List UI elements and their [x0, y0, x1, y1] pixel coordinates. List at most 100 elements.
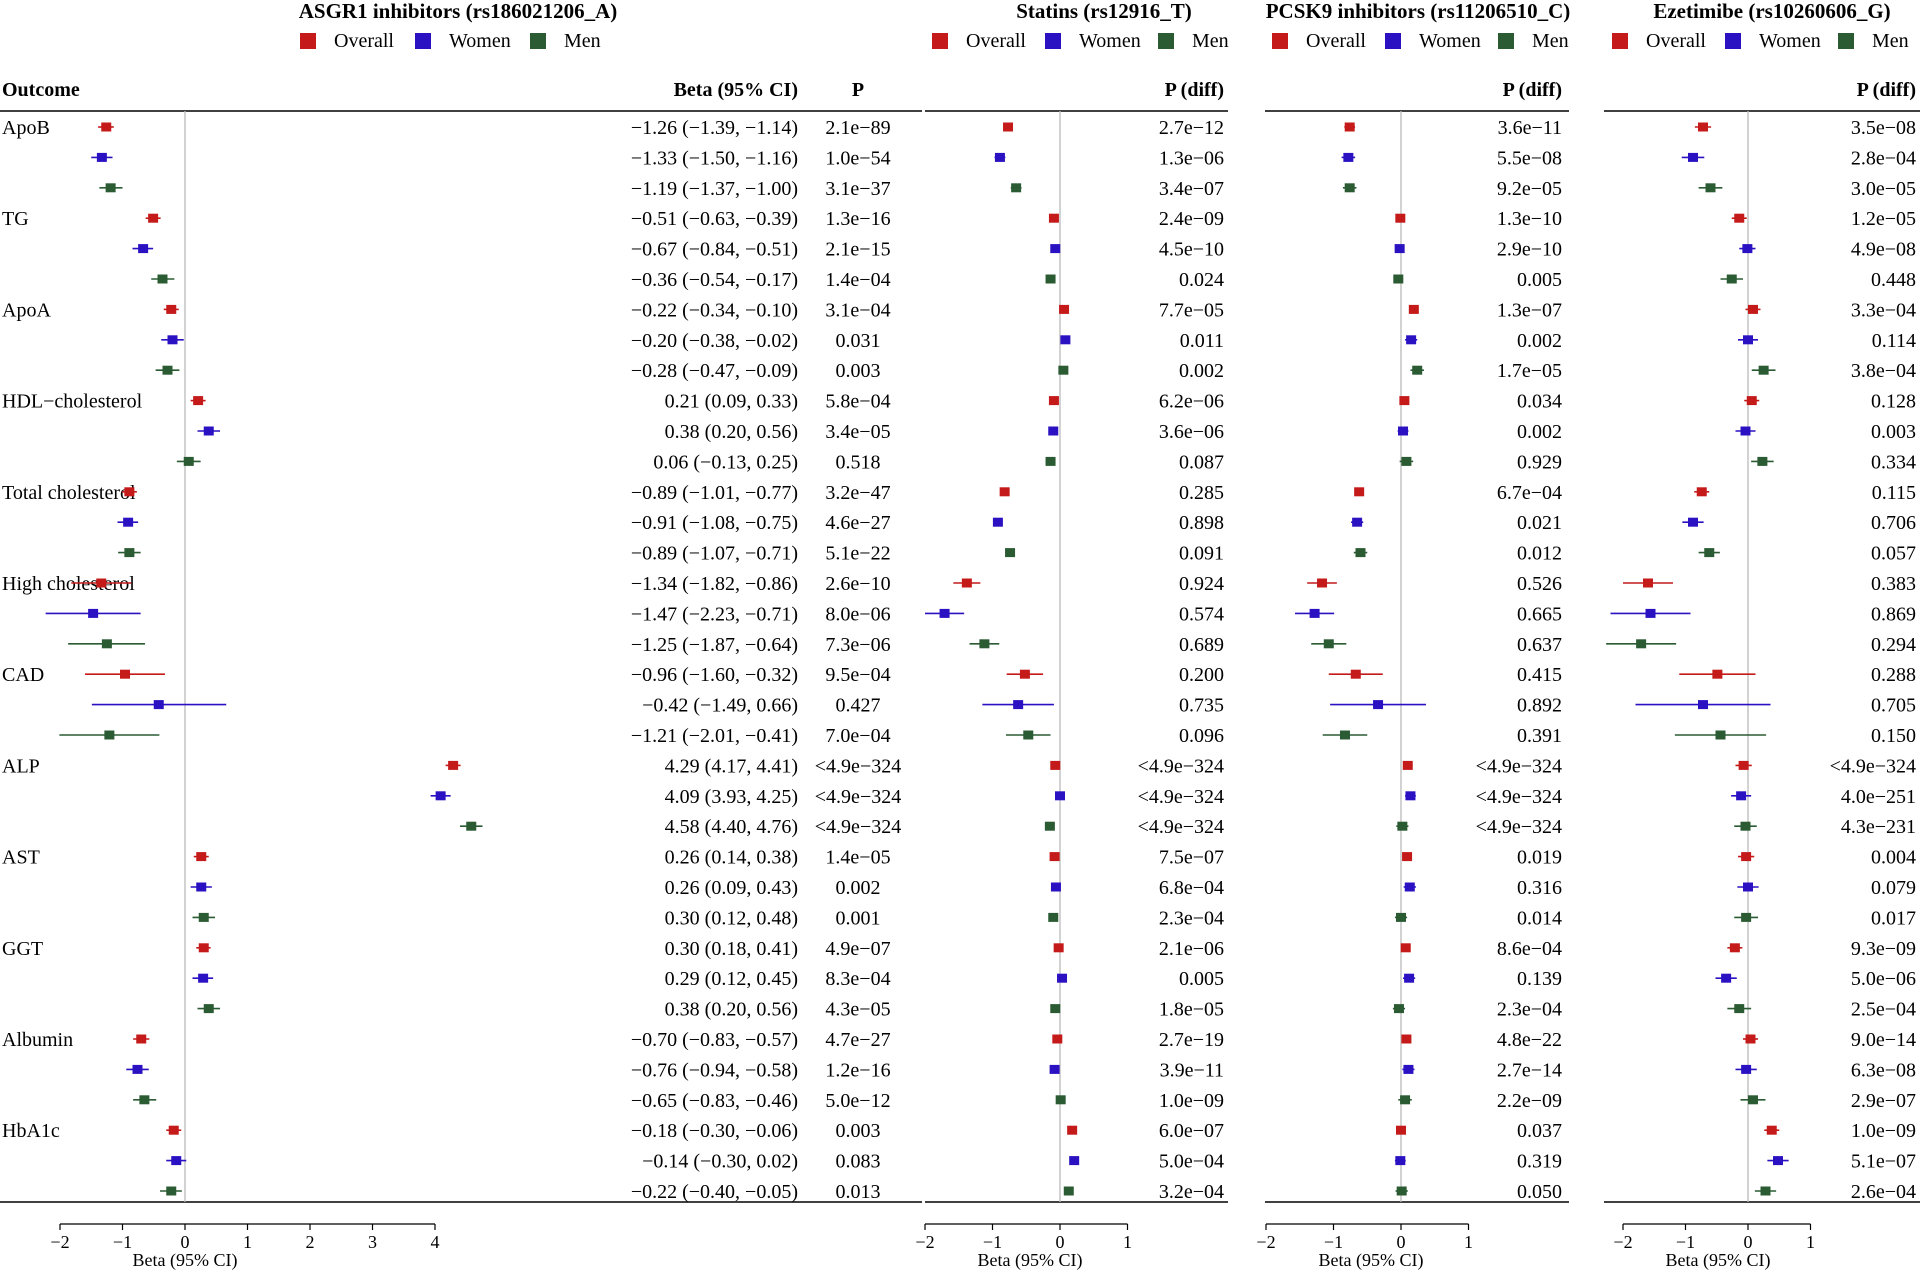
point-estimate — [1309, 608, 1320, 618]
column-header-beta: Beta (95% CI) — [674, 79, 798, 101]
column-header-p-diff: P (diff) — [1165, 79, 1224, 101]
point-estimate — [1048, 912, 1059, 922]
point-estimate — [1395, 213, 1406, 223]
column-header-p-diff: P (diff) — [1503, 79, 1562, 101]
p-diff-value: 0.114 — [1872, 330, 1916, 352]
point-estimate — [1057, 973, 1068, 983]
p-diff-value: 3.4e−07 — [1159, 178, 1224, 200]
x-tick-label: −1 — [1324, 1232, 1343, 1252]
p-diff-value: 0.128 — [1871, 391, 1916, 413]
outcome-label: Albumin — [2, 1029, 73, 1051]
point-estimate — [1760, 1186, 1771, 1196]
legend-swatch-women — [1385, 33, 1401, 49]
x-tick-label: −2 — [915, 1232, 934, 1252]
beta-ci-value: −1.34 (−1.82, −0.86) — [631, 573, 798, 595]
point-estimate — [120, 669, 130, 679]
point-estimate — [435, 791, 446, 801]
p-value: <4.9e−324 — [815, 786, 901, 808]
point-estimate — [1317, 578, 1328, 588]
point-estimate — [1736, 791, 1747, 801]
point-estimate — [1734, 1004, 1745, 1014]
point-estimate — [1399, 396, 1410, 406]
p-diff-value: 0.024 — [1179, 269, 1224, 291]
point-estimate — [1048, 426, 1059, 436]
p-diff-value: 0.705 — [1871, 695, 1916, 717]
point-estimate — [104, 730, 115, 740]
p-diff-value: 0.637 — [1517, 634, 1562, 656]
point-estimate — [1400, 1095, 1411, 1105]
p-diff-value: 0.139 — [1517, 968, 1562, 990]
p-diff-value: 2.4e−09 — [1159, 208, 1224, 230]
p-diff-value: 5.0e−06 — [1851, 968, 1916, 990]
p-diff-value: 0.200 — [1179, 664, 1224, 686]
p-diff-value: 8.6e−04 — [1497, 938, 1562, 960]
point-estimate — [1740, 426, 1751, 436]
p-value: 2.6e−10 — [825, 573, 890, 595]
p-diff-value: 0.285 — [1179, 482, 1224, 504]
panel-title: PCSK9 inhibitors (rs11206510_C) — [1266, 0, 1571, 23]
p-value: 2.1e−89 — [825, 117, 890, 139]
p-diff-value: 1.7e−05 — [1497, 360, 1562, 382]
p-diff-value: 3.6e−11 — [1498, 117, 1562, 139]
point-estimate — [1698, 122, 1708, 132]
p-diff-value: <4.9e−324 — [1138, 816, 1224, 838]
point-estimate — [1050, 882, 1061, 892]
p-diff-value: <4.9e−324 — [1476, 816, 1562, 838]
point-estimate — [1323, 639, 1334, 649]
p-diff-value: 2.7e−14 — [1497, 1059, 1562, 1081]
point-estimate — [992, 517, 1003, 527]
point-estimate — [1013, 700, 1024, 710]
point-estimate — [166, 304, 177, 314]
beta-ci-value: −0.89 (−1.01, −0.77) — [631, 482, 798, 504]
p-diff-value: 0.005 — [1179, 968, 1224, 990]
p-value: 0.518 — [836, 451, 881, 473]
p-diff-value: 0.021 — [1517, 512, 1562, 534]
point-estimate — [1636, 639, 1647, 649]
p-value: 8.0e−06 — [825, 603, 890, 625]
point-estimate — [1766, 1125, 1777, 1135]
point-estimate — [1734, 213, 1745, 223]
p-diff-value: 1.3e−10 — [1497, 208, 1562, 230]
point-estimate — [136, 1034, 147, 1044]
p-diff-value: 0.288 — [1871, 664, 1916, 686]
point-estimate — [1696, 487, 1707, 497]
point-estimate — [1729, 943, 1740, 953]
point-estimate — [203, 426, 214, 436]
legend-swatch-overall — [932, 33, 948, 49]
outcome-label: ApoA — [2, 299, 51, 321]
beta-ci-value: 4.58 (4.40, 4.76) — [665, 816, 798, 838]
point-estimate — [168, 1125, 179, 1135]
point-estimate — [105, 183, 116, 193]
point-estimate — [1052, 1034, 1063, 1044]
p-diff-value: 9.0e−14 — [1851, 1029, 1916, 1051]
point-estimate — [1746, 396, 1757, 406]
point-estimate — [1698, 700, 1708, 710]
point-estimate — [1339, 730, 1350, 740]
p-value: 2.1e−15 — [825, 239, 890, 261]
legend-label: Overall — [1646, 30, 1706, 52]
p-value: 5.0e−12 — [825, 1090, 890, 1112]
beta-ci-value: −1.26 (−1.39, −1.14) — [631, 117, 798, 139]
p-diff-value: 2.3e−04 — [1159, 907, 1224, 929]
p-diff-value: 4.8e−22 — [1497, 1029, 1562, 1051]
point-estimate — [1402, 852, 1413, 862]
panel-title: Ezetimibe (rs10260606_G) — [1653, 0, 1890, 23]
p-value: 4.7e−27 — [825, 1029, 890, 1051]
x-tick-label: 1 — [243, 1232, 252, 1252]
p-diff-value: 0.034 — [1517, 391, 1562, 413]
point-estimate — [1704, 548, 1715, 558]
beta-ci-value: −1.19 (−1.37, −1.00) — [631, 178, 798, 200]
beta-ci-value: 0.38 (0.20, 0.56) — [665, 421, 798, 443]
p-diff-value: 5.0e−04 — [1159, 1151, 1224, 1173]
p-diff-value: 0.689 — [1179, 634, 1224, 656]
x-tick-label: −2 — [50, 1232, 69, 1252]
p-diff-value: 3.6e−06 — [1159, 421, 1224, 443]
point-estimate — [1344, 122, 1355, 132]
beta-ci-value: −1.47 (−2.23, −0.71) — [631, 603, 798, 625]
p-diff-value: 0.019 — [1517, 847, 1562, 869]
p-diff-value: 0.017 — [1871, 907, 1916, 929]
p-diff-value: 2.1e−06 — [1159, 938, 1224, 960]
p-diff-value: 2.5e−04 — [1851, 999, 1916, 1021]
beta-ci-value: −0.36 (−0.54, −0.17) — [631, 269, 798, 291]
point-estimate — [1350, 669, 1361, 679]
